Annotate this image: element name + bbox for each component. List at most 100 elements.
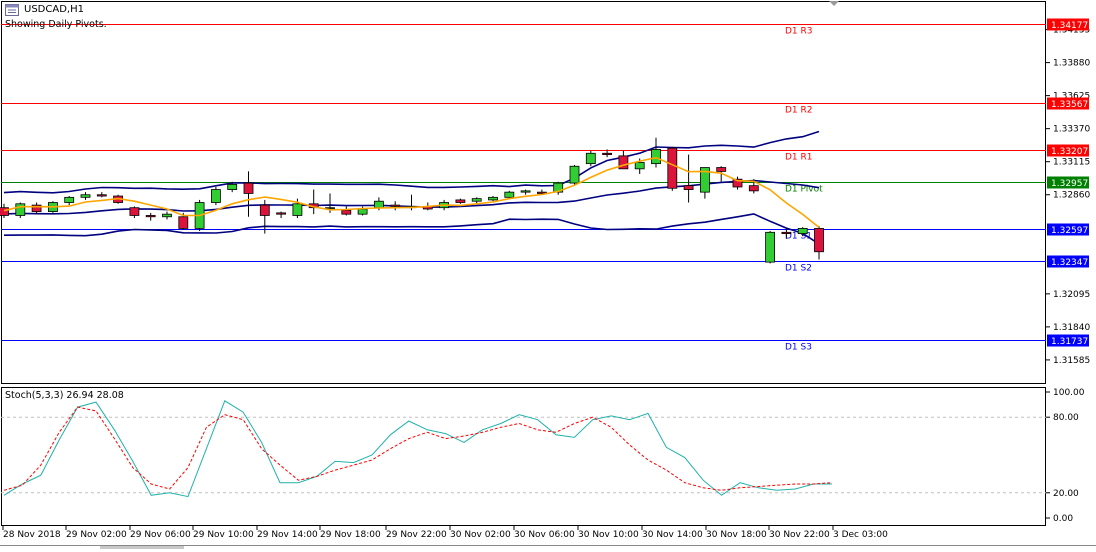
candle-bear [732, 178, 743, 188]
stochastic-signal-line [3, 406, 833, 491]
time-tick-label: 29 Nov 02:00 [66, 530, 127, 540]
pivot-price-tag [1047, 176, 1089, 189]
pivot-label: D1 S3 [785, 343, 812, 353]
candle-bull [520, 190, 531, 193]
candle-bear [814, 228, 824, 253]
price-tick-label: 1.33880 [1053, 59, 1090, 69]
time-tick-label: 30 Nov 22:00 [769, 530, 830, 540]
price-tick-label: 1.34135 [1053, 26, 1090, 36]
price-tick-label: 1.33115 [1053, 158, 1090, 168]
price-tick-label: 1.31840 [1053, 323, 1090, 333]
time-tick-label: 29 Nov 14:00 [257, 530, 318, 540]
candle-bear [341, 209, 352, 215]
stochastic-panel-border [1, 387, 1046, 526]
time-tick-label: 30 Nov 02:00 [450, 530, 511, 540]
pivot-price-value: 1.32597 [1051, 226, 1088, 236]
pivot-label: D1 Pivot [785, 185, 823, 195]
chart-tab [100, 546, 184, 549]
candle-bull [80, 194, 91, 198]
pivot-price-value: 1.32347 [1051, 258, 1088, 268]
candle-bear [129, 207, 140, 216]
candle-bull [634, 161, 645, 170]
candle-bear [748, 185, 759, 192]
candle-bull [797, 228, 808, 235]
candle-bull [292, 203, 303, 216]
candle-bull [373, 200, 384, 209]
time-tick-label: 3 Dec 03:00 [833, 530, 888, 540]
candle-bear [96, 194, 107, 197]
pivot-price-tag [1047, 144, 1089, 157]
pivot-price-tag [1047, 97, 1089, 110]
pivot-price-value: 1.32957 [1051, 179, 1088, 189]
time-tick-label: 30 Nov 06:00 [514, 530, 575, 540]
price-tick-label: 1.33625 [1053, 92, 1090, 102]
price-tick-label: 1.33370 [1053, 125, 1090, 135]
candle-bear [390, 204, 401, 207]
candle-bear [0, 207, 9, 216]
pivot-label: D1 R3 [785, 27, 813, 37]
stochastic-tick-label: 20.00 [1053, 489, 1079, 499]
candle-bull [504, 191, 515, 198]
candle-bull [227, 183, 238, 190]
pivot-label: D1 S1 [785, 232, 812, 242]
pivot-label: D1 R1 [785, 153, 813, 163]
candle-bull [471, 198, 482, 202]
pivot-note: Showing Daily Pivots. [5, 19, 107, 30]
candle-bear [259, 204, 270, 216]
candle-bear [781, 231, 792, 235]
pivot-label: D1 S2 [785, 264, 812, 274]
candle-bull [585, 152, 596, 165]
candle-bear [602, 152, 612, 155]
candle-bear [455, 199, 466, 203]
stochastic-tick-label: 80.00 [1053, 413, 1079, 423]
price-tick-label: 1.32860 [1053, 191, 1090, 201]
stochastic-tick-label: 0.00 [1053, 514, 1073, 524]
stochastic-tick-label: 100.00 [1053, 388, 1085, 398]
stochastic-title: Stoch(5,3,3) 26.94 28.08 [5, 390, 124, 401]
chart-window-icon [5, 4, 19, 16]
pivot-label: D1 R2 [785, 106, 813, 116]
candle-bear [618, 155, 629, 170]
time-tick-label: 28 Nov 2018 [3, 530, 61, 540]
price-tick-label: 1.31585 [1053, 356, 1090, 366]
pivot-price-tag [1047, 334, 1089, 347]
candle-bull [569, 165, 580, 184]
price-tick-label: 1.32095 [1053, 290, 1090, 300]
candle-bear [276, 212, 287, 215]
pivot-price-tag [1047, 18, 1089, 31]
candle-bull [765, 231, 775, 263]
pivot-price-value: 1.34177 [1051, 21, 1088, 31]
candle-bull [64, 196, 75, 203]
shift-marker-icon [829, 1, 839, 6]
candle-bull [210, 189, 221, 203]
candle-bull [488, 196, 498, 201]
bollinger-lower-line [3, 213, 820, 245]
pivot-price-value: 1.31737 [1051, 337, 1088, 347]
main-panel-border [1, 1, 1046, 384]
bollinger-upper-line [3, 130, 820, 194]
pivot-price-value: 1.33207 [1051, 147, 1088, 157]
candle-bear [667, 147, 678, 189]
time-tick-label: 30 Nov 10:00 [578, 530, 639, 540]
candle-bull [700, 167, 710, 193]
candle-bear [537, 191, 547, 194]
pivot-price-value: 1.33567 [1051, 100, 1088, 110]
time-tick-label: 29 Nov 06:00 [130, 530, 191, 540]
time-tick-label: 29 Nov 18:00 [320, 530, 381, 540]
candle-bear [243, 182, 254, 194]
candle-bull [15, 203, 26, 216]
time-tick-label: 29 Nov 22:00 [386, 530, 447, 540]
time-tick-label: 30 Nov 14:00 [642, 530, 703, 540]
candle-bear [31, 204, 42, 212]
candle-bear [716, 167, 727, 172]
candle-bull [162, 213, 172, 218]
time-tick-label: 30 Nov 18:00 [706, 530, 767, 540]
candle-bear [178, 216, 189, 229]
stochastic-main-line [3, 400, 832, 498]
chart-title: USDCAD,H1 [24, 4, 84, 15]
candle-bull [651, 148, 661, 165]
candle-bear [683, 185, 694, 190]
candle-bear [145, 215, 156, 218]
